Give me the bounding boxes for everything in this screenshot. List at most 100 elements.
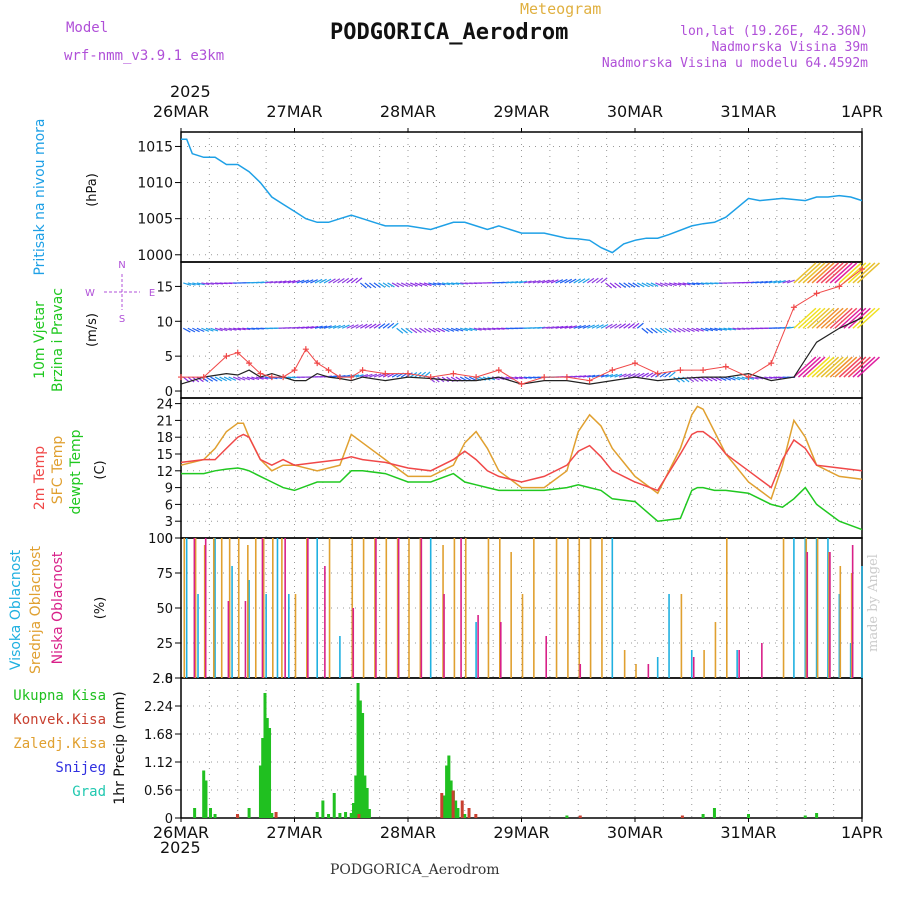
location-info: lon,lat (19.26E, 42.36N): [680, 24, 868, 39]
wind-arrow: [673, 376, 681, 383]
compass-cross: [104, 274, 140, 310]
wind-arrow: [605, 373, 614, 378]
wind-arrow: [782, 279, 791, 284]
wind-arrow: [578, 375, 587, 378]
wind-arrow: [750, 376, 759, 380]
wind-arrow-strong: [843, 356, 867, 378]
wind-arrow: [187, 327, 196, 333]
wind-arrow: [341, 324, 350, 329]
temp2m-line: [180, 430, 863, 492]
precip-legend-item: Grad: [72, 784, 106, 800]
precip-bar: [712, 808, 716, 818]
wind-arrow: [373, 323, 381, 329]
wind-arrow-strong: [847, 307, 871, 329]
precip-bar: [578, 815, 582, 818]
wind-arrow: [519, 376, 528, 380]
wind-arrow: [691, 282, 700, 286]
wind-arrow-strong: [834, 307, 858, 329]
wind-arrow: [314, 325, 323, 329]
wind-arrow: [755, 281, 764, 284]
wind-arrow: [369, 282, 377, 289]
wind-arrow: [623, 282, 631, 288]
gust-marker: [359, 367, 366, 374]
wind-arrow: [618, 323, 627, 329]
wind-arrow: [682, 327, 691, 333]
wind-arrow-strong: [793, 307, 817, 329]
wind-arrow: [382, 282, 391, 288]
precip-bar: [747, 814, 750, 818]
wind-arrow: [614, 282, 622, 289]
wind-arrow: [645, 327, 654, 334]
precip-bar: [440, 793, 444, 818]
wind-arrow: [264, 281, 273, 284]
y-tick-label: 2.8: [152, 672, 173, 687]
gust-marker: [268, 374, 275, 381]
wind-arrow: [337, 324, 346, 329]
wind-arrow-strong: [838, 262, 862, 284]
wind-arrow: [586, 277, 595, 284]
wind-arrow: [519, 280, 528, 284]
gust-marker: [178, 374, 184, 381]
wind-arrow: [187, 376, 195, 383]
precip-bar: [361, 713, 365, 818]
wind-arrow: [682, 282, 691, 286]
wind-arrow: [210, 376, 218, 382]
precip-bar: [463, 814, 467, 818]
wind-arrow: [332, 278, 341, 284]
wind-arrow: [400, 327, 408, 334]
wind-arrow: [405, 282, 414, 287]
gust-marker: [291, 367, 298, 374]
wind-arrow: [437, 282, 446, 286]
precip-bar: [467, 808, 471, 818]
wind-arrow: [523, 280, 532, 284]
precip-bar: [474, 814, 478, 818]
wind-arrow: [251, 376, 260, 380]
x-label-top: 29MAR: [493, 102, 549, 121]
wind-arrow: [786, 279, 795, 284]
wind-arrow: [705, 282, 714, 285]
gust-marker: [745, 374, 752, 381]
panel-frame-temperature: [180, 397, 863, 539]
wind-arrow: [564, 278, 573, 284]
wind-arrow: [364, 282, 372, 289]
gust-marker: [325, 367, 332, 374]
wind-arrow: [460, 282, 469, 285]
wind-arrow-strong: [811, 356, 835, 378]
wind-arrow: [591, 277, 599, 284]
precip-legend-item: Ukupna Kisa: [13, 688, 106, 704]
wind-arrow: [668, 371, 676, 378]
precip-bar: [202, 770, 206, 818]
y-tick-label: 24: [156, 398, 173, 413]
wind-arrow: [301, 326, 310, 329]
compass-n: N: [118, 260, 125, 271]
wind-arrow: [555, 279, 564, 284]
wind-arrow-strong: [856, 262, 880, 284]
precip-bar: [235, 814, 239, 818]
y-tick-label: 1005: [137, 212, 173, 228]
wind-arrow: [777, 280, 786, 284]
wind-arrow: [596, 277, 604, 284]
wind-arrow: [296, 326, 305, 329]
y-tick-label: 1.12: [144, 756, 173, 771]
wind-arrow: [446, 282, 455, 286]
wind-arrow: [700, 282, 709, 285]
wind-arrow-strong: [847, 356, 871, 378]
wind-arrow-strong: [852, 262, 876, 284]
x-label-top: 27MAR: [266, 102, 322, 121]
wind-arrow: [378, 323, 386, 329]
wind-arrow: [201, 282, 210, 286]
wind-arrow: [451, 282, 460, 285]
wind-arrow-strong: [816, 356, 840, 378]
wind-arrow: [414, 282, 423, 287]
wind-arrow: [655, 327, 663, 334]
wind-arrow: [364, 373, 373, 378]
wind-arrow: [305, 326, 314, 329]
y-tick-label: 0.56: [144, 784, 173, 799]
wind-arrow: [700, 327, 709, 332]
wind-arrow-strong: [807, 307, 831, 329]
gust-marker: [836, 283, 843, 290]
wind-arrow: [482, 327, 491, 331]
wind-arrow-strong: [793, 356, 817, 378]
precip-bar: [445, 765, 449, 818]
